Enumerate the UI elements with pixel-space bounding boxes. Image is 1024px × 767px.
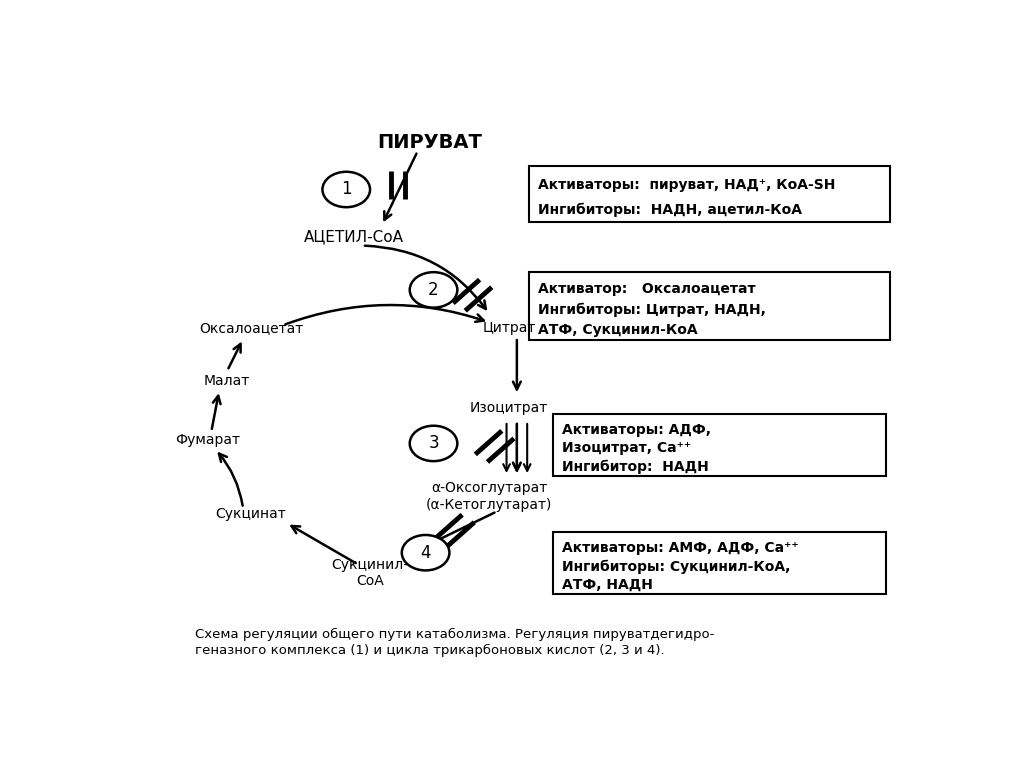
Text: α-Оксоглутарат
(α-Кетоглутарат): α-Оксоглутарат (α-Кетоглутарат) bbox=[426, 482, 552, 512]
Text: 2: 2 bbox=[428, 281, 439, 299]
Text: Цитрат: Цитрат bbox=[482, 321, 536, 335]
Text: 4: 4 bbox=[420, 544, 431, 561]
Circle shape bbox=[410, 272, 458, 308]
Text: Ингибиторы: Цитрат, НАДН,: Ингибиторы: Цитрат, НАДН, bbox=[539, 302, 766, 317]
Text: Схема регуляции общего пути катаболизма. Регуляция пируватдегидро-
геназного ком: Схема регуляции общего пути катаболизма.… bbox=[196, 628, 715, 657]
Text: Фумарат: Фумарат bbox=[175, 433, 240, 447]
FancyBboxPatch shape bbox=[528, 166, 890, 222]
Text: Активаторы: АДФ,: Активаторы: АДФ, bbox=[562, 423, 711, 437]
Text: АТФ, НАДН: АТФ, НАДН bbox=[562, 578, 653, 592]
Text: Ингибиторы: Сукцинил-КоА,: Ингибиторы: Сукцинил-КоА, bbox=[562, 559, 791, 574]
Text: 1: 1 bbox=[341, 180, 351, 199]
Text: Оксалоацетат: Оксалоацетат bbox=[199, 321, 303, 335]
Text: АЦЕТИЛ-СоА: АЦЕТИЛ-СоА bbox=[304, 229, 404, 244]
Text: 3: 3 bbox=[428, 434, 439, 453]
Text: Активаторы: АМФ, АДФ, Са⁺⁺: Активаторы: АМФ, АДФ, Са⁺⁺ bbox=[562, 542, 799, 555]
Circle shape bbox=[401, 535, 450, 571]
Text: Сукцинат: Сукцинат bbox=[216, 507, 287, 522]
Text: Активатор:   Оксалоацетат: Активатор: Оксалоацетат bbox=[539, 282, 756, 296]
Text: Изоцитрат: Изоцитрат bbox=[470, 401, 548, 415]
Text: Изоцитрат, Са⁺⁺: Изоцитрат, Са⁺⁺ bbox=[562, 442, 691, 456]
Text: Ингибиторы:  НАДН, ацетил-КоА: Ингибиторы: НАДН, ацетил-КоА bbox=[539, 202, 802, 217]
Text: Ингибитор:  НАДН: Ингибитор: НАДН bbox=[562, 459, 709, 474]
FancyBboxPatch shape bbox=[553, 532, 886, 594]
Circle shape bbox=[323, 172, 370, 207]
Text: Малат: Малат bbox=[204, 374, 250, 388]
FancyBboxPatch shape bbox=[528, 272, 890, 340]
Circle shape bbox=[410, 426, 458, 461]
Text: Активаторы:  пируват, НАД⁺, КоА-SH: Активаторы: пируват, НАД⁺, КоА-SH bbox=[539, 178, 836, 193]
FancyBboxPatch shape bbox=[553, 414, 886, 476]
Text: Сукцинил-
СоА: Сукцинил- СоА bbox=[332, 558, 409, 588]
Text: ПИРУВАТ: ПИРУВАТ bbox=[377, 133, 482, 152]
Text: АТФ, Сукцинил-КоА: АТФ, Сукцинил-КоА bbox=[539, 323, 698, 337]
